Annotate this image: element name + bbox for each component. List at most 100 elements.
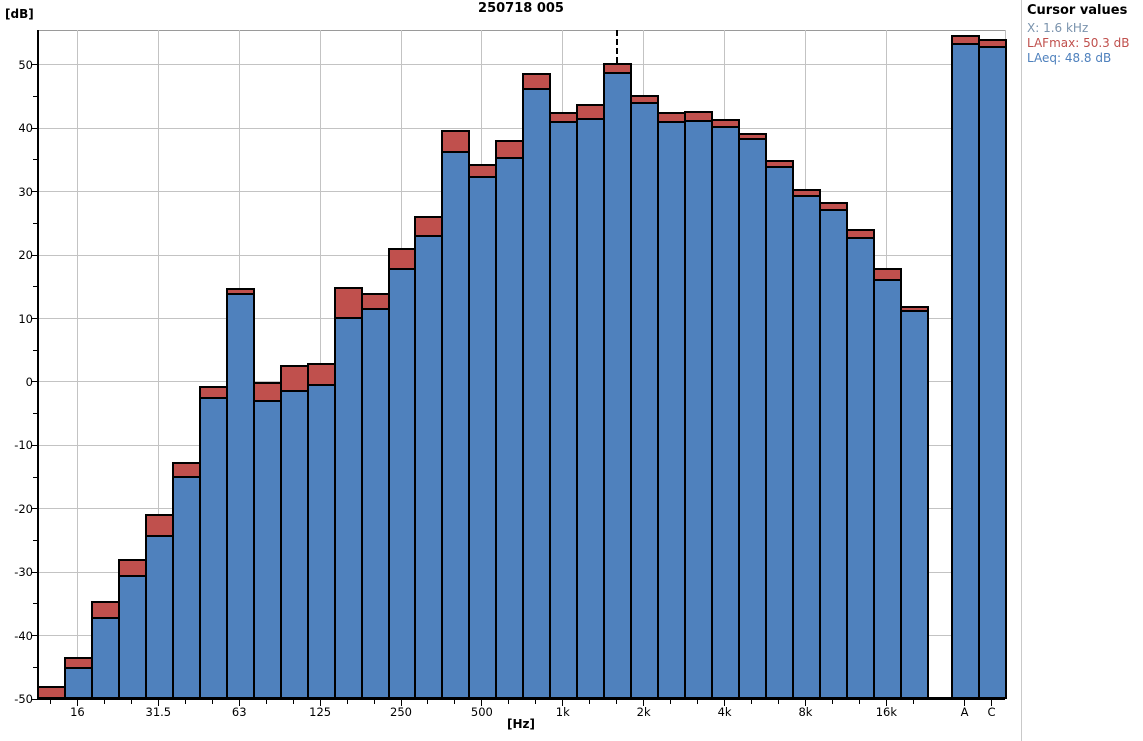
bar-160-laeq[interactable]	[333, 316, 363, 699]
x-axis-major-tick	[157, 700, 159, 706]
bar-1-6k-laeq[interactable]	[603, 72, 633, 699]
cursor-x-value: X: 1.6 kHz	[1027, 21, 1089, 35]
x-tick-label: 63	[231, 705, 247, 719]
y-axis-minor-tick	[33, 603, 37, 605]
x-axis-minor-tick	[373, 700, 375, 704]
bar-1k-laeq[interactable]	[549, 121, 579, 699]
bar-80-laeq[interactable]	[252, 399, 282, 699]
x-axis-unit-label: [Hz]	[507, 717, 535, 731]
bar-12-5k-laeq[interactable]	[845, 237, 875, 699]
bar-31-5-laeq[interactable]	[144, 534, 174, 699]
bar-250-laeq[interactable]	[387, 267, 417, 699]
y-axis-minor-tick	[33, 159, 37, 161]
bar-125-laeq[interactable]	[306, 383, 336, 699]
bar-3-15k-laeq[interactable]	[684, 120, 714, 699]
bar-20k-laeq[interactable]	[899, 310, 929, 699]
y-axis-major-tick	[31, 254, 37, 256]
x-axis-minor-tick	[697, 700, 699, 704]
x-tick-label: C	[987, 705, 996, 719]
bar-100-laeq[interactable]	[279, 390, 309, 699]
x-tick-label: 8k	[798, 705, 813, 719]
y-tick-label: -30	[14, 565, 33, 580]
bar-200-laeq[interactable]	[360, 307, 390, 699]
x-axis-minor-tick	[292, 700, 294, 704]
grid-line-v	[157, 30, 159, 699]
bar-16-laeq[interactable]	[63, 667, 93, 699]
x-axis-minor-tick	[49, 700, 51, 704]
x-axis-minor-tick	[751, 700, 753, 704]
y-tick-label: -50	[14, 692, 33, 706]
x-axis-minor-tick	[589, 700, 591, 704]
bar-6-3k-laeq[interactable]	[765, 165, 794, 699]
y-tick-label: 30	[18, 184, 33, 199]
x-tick-label: A	[960, 705, 969, 719]
x-tick-label: 2k	[636, 705, 651, 719]
x-tick-label: 31.5	[145, 705, 172, 719]
y-axis-minor-tick	[33, 539, 37, 541]
y-tick-label: 10	[18, 311, 33, 326]
x-axis-minor-tick	[858, 700, 860, 704]
y-axis-major-tick	[31, 191, 37, 193]
cursor-dashed-line[interactable]	[615, 30, 618, 63]
y-tick-label: 20	[18, 248, 33, 263]
y-axis-major-tick	[31, 127, 37, 129]
bar-1-25k-laeq[interactable]	[576, 118, 606, 699]
x-axis-minor-tick	[831, 700, 833, 704]
x-axis-minor-tick	[130, 700, 132, 704]
x-axis-minor-tick	[427, 700, 429, 704]
plot-top-border	[37, 30, 1005, 31]
x-axis-major-tick	[76, 700, 78, 706]
bar-315-laeq[interactable]	[414, 235, 444, 699]
y-axis-minor-tick	[33, 413, 37, 415]
bar-10k-laeq[interactable]	[818, 208, 848, 699]
x-axis-major-tick	[804, 700, 806, 706]
cursor-lafmax-value: LAFmax: 50.3 dB	[1027, 36, 1130, 50]
bar-5k-laeq[interactable]	[738, 138, 767, 699]
x-axis-major-tick	[400, 700, 402, 706]
bar-800-laeq[interactable]	[522, 88, 552, 699]
bar-a-laeq[interactable]	[951, 42, 981, 699]
x-axis-major-tick	[238, 700, 240, 706]
y-axis-minor-tick	[33, 349, 37, 351]
x-axis-minor-tick	[103, 700, 105, 704]
bar-50-laeq[interactable]	[198, 396, 228, 699]
x-axis-minor-tick	[670, 700, 672, 704]
x-axis-minor-tick	[778, 700, 779, 704]
bar-40-laeq[interactable]	[171, 476, 201, 699]
y-axis-major-tick	[31, 444, 37, 446]
x-axis-major-tick	[991, 700, 993, 706]
y-axis-major-tick	[31, 318, 37, 320]
x-tick-label: 500	[470, 705, 493, 719]
bar-400-laeq[interactable]	[441, 151, 471, 699]
bar-630-laeq[interactable]	[495, 156, 525, 699]
x-axis-minor-tick	[616, 700, 618, 704]
chart-title: 250718 005	[478, 1, 564, 16]
grid-line-h	[37, 127, 1005, 129]
x-axis-major-tick	[964, 700, 966, 706]
y-axis-major-tick	[31, 64, 37, 66]
x-axis-minor-tick	[912, 700, 914, 704]
bar-500-laeq[interactable]	[468, 175, 498, 699]
cursor-laeq-value: LAeq: 48.8 dB	[1027, 51, 1112, 65]
bar-25-laeq[interactable]	[117, 574, 147, 699]
y-axis-major-tick	[31, 508, 37, 510]
bar-2k-laeq[interactable]	[630, 101, 660, 699]
y-axis-major-tick	[31, 698, 37, 700]
bar-16k-laeq[interactable]	[872, 278, 902, 699]
bar-63-laeq[interactable]	[225, 292, 255, 699]
grid-line-h	[37, 64, 1005, 66]
x-axis-major-tick	[643, 700, 645, 706]
bar-20-laeq[interactable]	[90, 616, 120, 699]
x-axis-minor-tick	[508, 700, 510, 704]
x-tick-label: 4k	[717, 705, 732, 719]
x-axis-minor-tick	[211, 700, 213, 704]
y-axis-major-tick	[31, 571, 37, 573]
bar-c-laeq[interactable]	[978, 45, 1007, 699]
bar-4k-laeq[interactable]	[711, 126, 741, 699]
x-axis-minor-tick	[454, 700, 456, 704]
y-tick-label: -20	[14, 501, 33, 516]
x-axis-major-tick	[481, 700, 483, 706]
bar-8k-laeq[interactable]	[791, 194, 821, 699]
x-axis-minor-tick	[535, 700, 537, 704]
bar-2-5k-laeq[interactable]	[657, 120, 687, 699]
